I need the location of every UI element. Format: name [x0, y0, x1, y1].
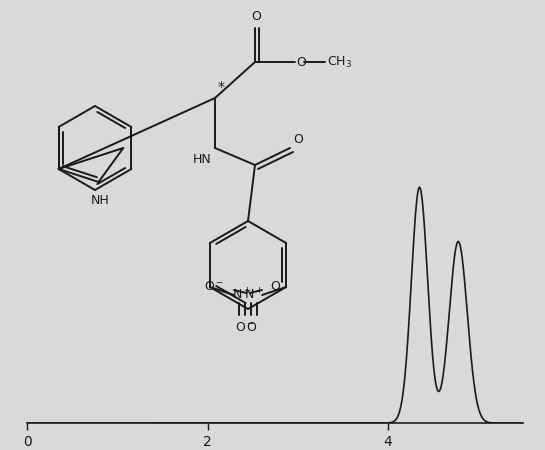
Text: CH$_3$: CH$_3$: [327, 54, 352, 70]
Text: O: O: [246, 321, 256, 334]
Text: O$^-$: O$^-$: [204, 280, 224, 293]
Text: O: O: [270, 280, 280, 293]
Text: O: O: [251, 10, 261, 23]
Text: O: O: [296, 55, 306, 68]
Text: N$^+$: N$^+$: [232, 288, 252, 303]
Text: O$^-$: O$^-$: [235, 321, 255, 334]
Text: O: O: [293, 133, 303, 146]
Text: HN: HN: [193, 153, 212, 166]
Text: *: *: [218, 80, 225, 94]
Text: N$^+$: N$^+$: [244, 288, 264, 303]
Text: NH: NH: [91, 194, 110, 207]
